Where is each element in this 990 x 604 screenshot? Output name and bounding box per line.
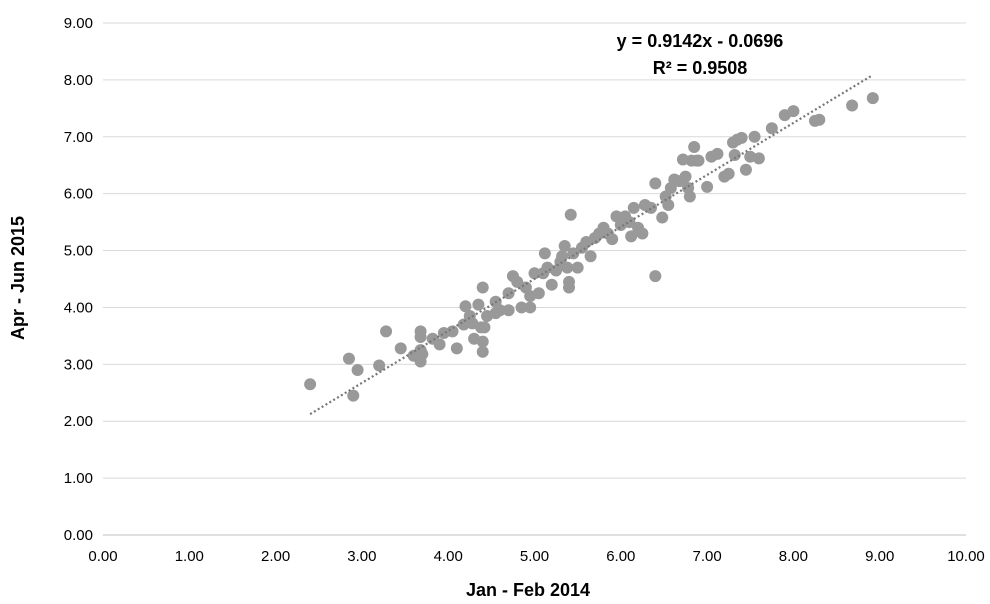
data-point <box>679 170 692 183</box>
y-tick-label: 2.00 <box>64 413 93 430</box>
data-point <box>584 250 597 263</box>
data-points <box>304 92 879 402</box>
data-point <box>645 201 658 214</box>
data-point <box>662 199 675 212</box>
data-point <box>625 230 638 243</box>
data-point <box>502 304 515 317</box>
data-point <box>787 105 800 118</box>
data-point <box>649 177 662 190</box>
data-point <box>373 359 386 372</box>
data-point <box>683 190 696 203</box>
y-axis-title: Apr - Jun 2015 <box>8 216 28 340</box>
x-tick-label: 10.00 <box>947 548 985 565</box>
data-point <box>515 301 528 314</box>
data-point <box>446 325 459 338</box>
data-point <box>846 99 859 112</box>
data-point <box>735 131 748 144</box>
y-tick-label: 8.00 <box>64 72 93 89</box>
x-tick-label: 1.00 <box>175 548 204 565</box>
data-point <box>748 130 761 143</box>
data-point <box>623 216 636 229</box>
y-tick-label: 5.00 <box>64 243 93 260</box>
data-point <box>813 113 826 126</box>
data-point <box>571 261 584 274</box>
data-point <box>636 227 649 240</box>
data-point <box>606 233 619 246</box>
data-point <box>304 378 317 391</box>
x-tick-label: 7.00 <box>692 548 721 565</box>
data-point <box>728 148 741 161</box>
data-point <box>476 345 489 358</box>
data-point <box>722 167 735 180</box>
data-point <box>538 247 551 260</box>
x-tick-label: 5.00 <box>520 548 549 565</box>
data-point <box>472 298 485 311</box>
trendline-equation: y = 0.9142x - 0.0696 <box>617 31 784 51</box>
data-point <box>351 364 364 377</box>
x-tick-label: 3.00 <box>347 548 376 565</box>
data-point <box>342 352 355 365</box>
data-point <box>524 301 537 314</box>
data-point <box>433 338 446 351</box>
data-point <box>688 141 701 154</box>
r-squared-label: R² = 0.9508 <box>653 58 748 78</box>
x-tick-label: 9.00 <box>865 548 894 565</box>
data-point <box>347 389 360 402</box>
data-point <box>656 211 669 224</box>
data-point <box>476 281 489 294</box>
data-point <box>532 287 545 300</box>
data-point <box>380 325 393 338</box>
x-tick-label: 6.00 <box>606 548 635 565</box>
data-point <box>765 122 778 135</box>
data-point <box>414 331 427 344</box>
data-point <box>563 281 576 294</box>
data-point <box>627 201 640 214</box>
data-point <box>739 163 752 176</box>
data-point <box>394 342 407 355</box>
x-axis-title: Jan - Feb 2014 <box>466 580 590 600</box>
data-point <box>692 154 705 167</box>
y-tick-label: 9.00 <box>64 15 93 32</box>
x-tick-label: 0.00 <box>88 548 117 565</box>
y-tick-label: 6.00 <box>64 186 93 203</box>
x-tick-label: 4.00 <box>434 548 463 565</box>
data-point <box>459 300 472 313</box>
data-point <box>701 180 714 193</box>
data-point <box>561 261 574 274</box>
data-point <box>567 247 580 260</box>
x-tick-labels: 0.00 1.00 2.00 3.00 4.00 5.00 6.00 7.00 8.00 9.00… <box>88 548 984 565</box>
data-point <box>545 278 558 291</box>
x-tick-label: 2.00 <box>261 548 290 565</box>
data-point <box>564 208 577 221</box>
y-tick-label: 3.00 <box>64 356 93 373</box>
trendline <box>309 75 872 416</box>
data-point <box>649 270 662 283</box>
data-point <box>866 92 879 105</box>
x-tick-label: 8.00 <box>779 548 808 565</box>
y-tick-labels: 0.00 1.00 2.00 3.00 4.00 5.00 6.00 7.00 8.00 9.00 <box>64 15 93 544</box>
data-point <box>511 275 524 288</box>
data-point <box>502 287 515 300</box>
y-tick-label: 7.00 <box>64 129 93 146</box>
data-point <box>711 147 724 160</box>
data-point <box>752 152 765 165</box>
data-point <box>478 321 491 334</box>
y-tick-label: 4.00 <box>64 299 93 316</box>
data-point <box>493 304 506 317</box>
data-point <box>416 348 429 361</box>
data-point <box>450 342 463 355</box>
data-point <box>558 240 571 253</box>
y-tick-label: 1.00 <box>64 470 93 487</box>
y-tick-label: 0.00 <box>64 527 93 544</box>
data-point <box>476 335 489 348</box>
